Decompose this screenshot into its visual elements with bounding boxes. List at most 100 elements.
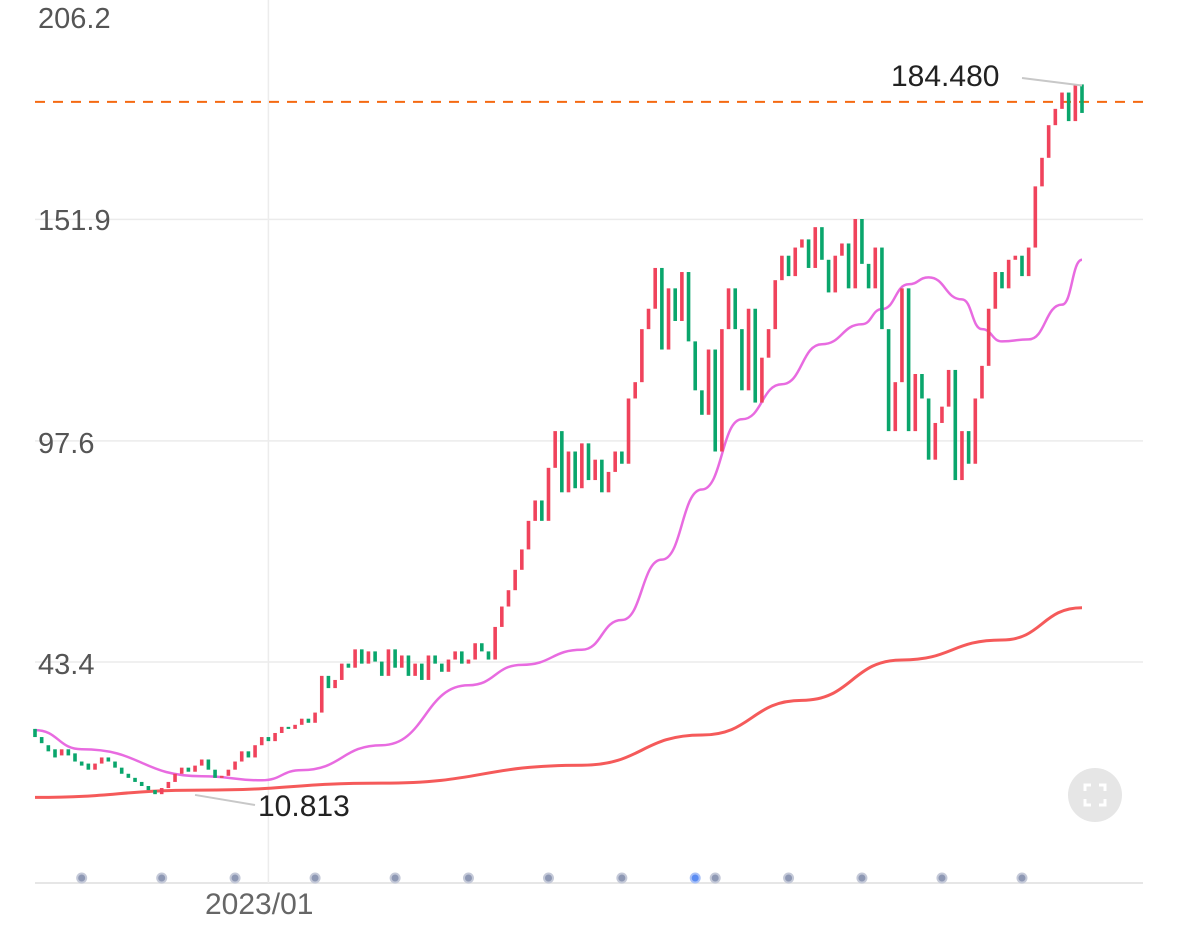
candle-down — [573, 451, 577, 489]
candle-up — [900, 288, 904, 383]
candle-up — [960, 431, 964, 481]
event-marker — [389, 872, 401, 884]
candle-down — [586, 443, 591, 481]
candle-down — [306, 718, 311, 723]
candle-down — [53, 749, 57, 758]
candle-down — [886, 329, 891, 432]
candle-up — [680, 272, 684, 321]
candle-down — [480, 643, 484, 652]
candle-up — [1006, 259, 1011, 289]
candle-up — [566, 451, 571, 493]
candle-down — [1080, 84, 1084, 113]
candle-down — [820, 227, 824, 260]
candle-up — [93, 763, 97, 770]
candle-down — [700, 390, 704, 415]
candle-down — [1000, 272, 1004, 289]
candle-up — [940, 406, 944, 423]
candle-up — [706, 349, 711, 415]
candle-up — [1073, 84, 1078, 122]
candle-down — [713, 349, 718, 452]
candle-up — [273, 732, 277, 742]
candle-up — [946, 369, 951, 407]
candle-up — [853, 219, 858, 289]
candle-up — [793, 247, 798, 277]
candle-up — [720, 329, 724, 452]
candle-down — [880, 247, 884, 330]
candle-up — [780, 255, 784, 281]
candle-up — [506, 590, 511, 607]
min-label-leader — [194, 793, 256, 806]
ma-line-ma-long — [34, 606, 1083, 799]
candle-down — [393, 649, 397, 668]
candle-up — [166, 781, 171, 789]
candle-up — [386, 649, 391, 676]
candle-down — [66, 749, 71, 756]
candle-up — [633, 382, 637, 399]
candle-down — [460, 651, 464, 664]
min-price-label: 10.813 — [258, 790, 350, 823]
candle-up — [413, 663, 417, 676]
candle-up — [226, 769, 231, 776]
y-tick-label: 43.4 — [38, 649, 95, 681]
candle-down — [786, 255, 791, 277]
candle-up — [606, 471, 611, 493]
candle-down — [686, 272, 691, 342]
candle-up — [813, 227, 818, 268]
event-marker — [229, 872, 241, 884]
expand-chart-button[interactable] — [1068, 768, 1122, 822]
candle-down — [39, 737, 44, 744]
candle-up — [760, 357, 764, 403]
candle-up — [426, 655, 431, 680]
candle-up — [319, 675, 324, 713]
candle-up — [893, 382, 898, 432]
candle-up — [259, 737, 264, 746]
candle-up — [993, 272, 998, 309]
candle-down — [733, 288, 738, 330]
candle-down — [246, 751, 251, 758]
candle-down — [826, 259, 831, 293]
candle-down — [346, 663, 351, 668]
candle-down — [33, 728, 37, 738]
candle-up — [613, 451, 617, 472]
candle-up — [513, 569, 517, 591]
candle-up — [773, 280, 778, 330]
candle-up — [1060, 92, 1064, 109]
event-marker — [936, 872, 948, 884]
candle-up — [640, 329, 644, 383]
event-marker — [156, 872, 168, 884]
candle-down — [106, 757, 111, 762]
candle-down — [600, 459, 604, 493]
candle-down — [753, 308, 758, 403]
candle-up — [800, 239, 804, 248]
candle-down — [373, 651, 377, 662]
candle-up — [546, 467, 551, 521]
candle-up — [1040, 157, 1044, 187]
candle-up — [980, 365, 984, 399]
candle-up — [1046, 125, 1051, 158]
ma-line-ma-short — [34, 258, 1083, 782]
candle-down — [86, 763, 91, 770]
candle-up — [1053, 108, 1058, 126]
y-tick-label: 151.9 — [38, 205, 111, 237]
candle-up — [279, 726, 284, 733]
candle-down — [73, 753, 77, 762]
candle-down — [379, 661, 384, 676]
candle-down — [119, 767, 124, 774]
candle-up — [533, 500, 537, 521]
candle-up — [173, 773, 177, 782]
candle-up — [339, 663, 344, 680]
candle-up — [1033, 186, 1038, 248]
candle-down — [920, 374, 924, 399]
candle-down — [673, 288, 678, 321]
candle-up — [473, 643, 477, 660]
candle-up — [199, 759, 204, 766]
candle-down — [486, 651, 491, 660]
candle-down — [206, 759, 211, 770]
max-price-label: 184.480 — [891, 60, 1000, 93]
candle-up — [446, 659, 451, 672]
candle-up — [580, 443, 584, 489]
candle-up — [973, 398, 978, 464]
event-marker — [76, 872, 88, 884]
candle-up — [293, 724, 297, 729]
